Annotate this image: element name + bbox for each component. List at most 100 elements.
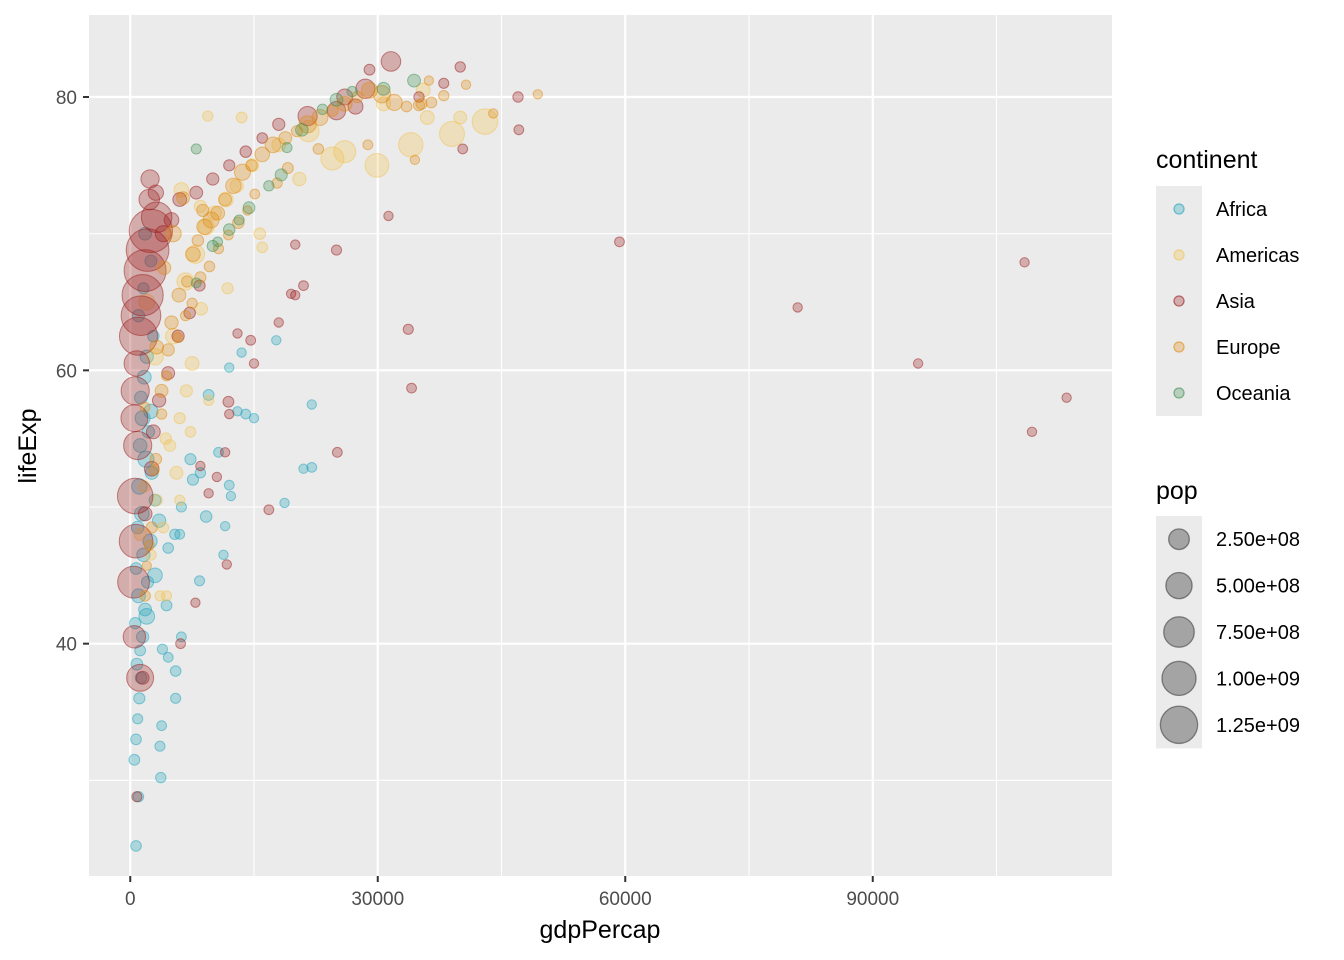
data-point (232, 328, 243, 339)
data-point (453, 110, 468, 125)
data-point (156, 720, 168, 732)
data-point (253, 227, 267, 240)
data-point (185, 244, 206, 264)
data-point (139, 590, 151, 602)
data-point (320, 146, 345, 171)
legend-key-europe (1173, 341, 1185, 353)
data-point (164, 225, 182, 243)
legend-key-oceania (1173, 387, 1185, 399)
data-point (363, 63, 376, 76)
data-point (336, 96, 353, 112)
data-point (121, 274, 164, 317)
data-point (248, 412, 260, 424)
data-point (425, 96, 438, 109)
data-point (245, 334, 257, 346)
data-point (376, 96, 392, 112)
data-point (248, 358, 260, 369)
data-point (156, 643, 168, 655)
data-point (279, 497, 290, 509)
data-point (154, 225, 172, 243)
pop-legend-circle (1161, 660, 1197, 697)
data-point (245, 159, 258, 172)
x-tick-label: 90000 (846, 889, 899, 910)
pop-legend-label: 1.25e+09 (1216, 715, 1300, 737)
legend-key-background (1156, 655, 1202, 702)
pop-legend-circle (1165, 571, 1193, 600)
data-point (488, 108, 499, 119)
data-point (419, 110, 435, 125)
legend-key-asia (1173, 295, 1185, 307)
data-point (512, 91, 524, 103)
legend-label-americas: Americas (1216, 245, 1299, 267)
data-point (222, 223, 236, 236)
data-point (278, 131, 293, 145)
data-point (186, 473, 200, 486)
data-point (194, 271, 207, 284)
pop-legend-circle (1163, 616, 1195, 648)
data-point (1026, 426, 1038, 438)
data-point (273, 317, 284, 328)
data-point (274, 168, 288, 182)
data-point (407, 73, 421, 88)
pop-legend-circle (1159, 705, 1199, 745)
data-point (249, 188, 261, 200)
legend-key-background (1156, 516, 1202, 563)
legend-label-oceania: Oceania (1216, 383, 1291, 405)
y-tick-label: 40 (56, 635, 77, 656)
legend-key-background (1156, 370, 1202, 416)
data-point (171, 287, 187, 303)
data-point (196, 203, 210, 218)
data-point (199, 510, 213, 523)
grid-lines (89, 15, 1112, 876)
data-point (242, 201, 256, 215)
data-point (454, 61, 466, 73)
y-tick-label: 60 (56, 361, 77, 382)
data-point (330, 244, 343, 256)
data-point (312, 143, 325, 155)
data-point (232, 216, 245, 230)
data-point (224, 408, 235, 420)
data-point (156, 260, 172, 276)
data-point (306, 399, 317, 410)
data-point (457, 143, 469, 155)
data-point (118, 316, 159, 356)
data-point (133, 692, 146, 705)
data-point (298, 463, 309, 474)
data-point (233, 214, 245, 226)
data-point (222, 395, 235, 408)
data-point (272, 117, 286, 131)
data-point (1061, 392, 1072, 403)
data-point (219, 447, 231, 458)
data-point (139, 401, 151, 413)
data-point (912, 358, 924, 369)
data-point (346, 85, 358, 98)
data-point (292, 171, 307, 187)
data-point (326, 104, 339, 117)
data-point (202, 110, 214, 122)
legend-key-background (1156, 186, 1202, 232)
legend-key-background (1156, 324, 1202, 370)
data-point (155, 408, 168, 420)
data-point (185, 246, 201, 262)
x-tick-label: 30000 (351, 889, 404, 910)
x-tick-label: 0 (125, 889, 136, 910)
y-axis: 40 60 80 (56, 88, 89, 656)
data-point (256, 132, 269, 144)
legend-key-americas (1173, 249, 1185, 261)
data-point (221, 282, 234, 295)
data-point (145, 424, 161, 440)
data-point (174, 494, 186, 506)
data-point (123, 249, 167, 293)
data-point (142, 533, 158, 549)
data-point (157, 521, 170, 534)
data-point (218, 549, 229, 561)
data-point (189, 185, 204, 200)
data-point (160, 599, 173, 612)
legend-key-africa (1173, 203, 1185, 215)
data-point (159, 432, 172, 445)
data-point (184, 356, 200, 371)
data-point (614, 236, 625, 248)
data-point (132, 713, 144, 725)
data-point (225, 490, 237, 502)
data-point (132, 438, 148, 453)
